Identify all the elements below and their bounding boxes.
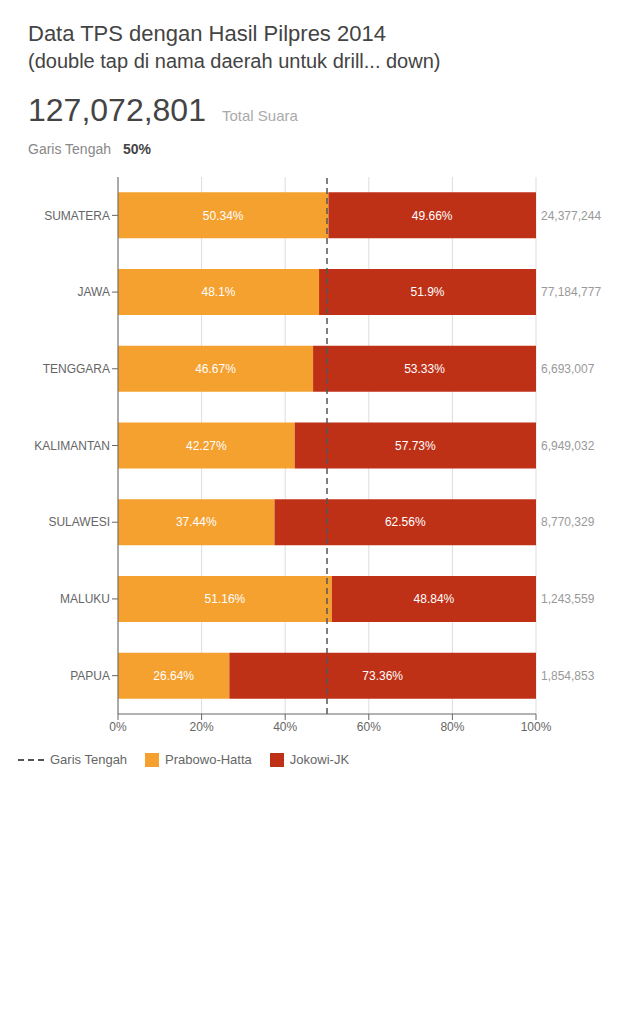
- html-text:Total Suara: Total Suara: [222, 107, 298, 124]
- svg-text:20%: 20%: [190, 720, 214, 734]
- svg-text:TENGGARA: TENGGARA: [43, 362, 110, 376]
- svg-text:48.84%: 48.84%: [414, 592, 455, 606]
- html-text:Garis Tengah: Garis Tengah: [28, 141, 111, 157]
- html-text:(double tap di nama daerah unt: (double tap di nama daerah untuk drill..…: [28, 50, 441, 72]
- svg-text:0%: 0%: [109, 720, 127, 734]
- svg-text:50.34%: 50.34%: [203, 209, 244, 223]
- svg-text:JAWA: JAWA: [78, 285, 110, 299]
- svg-text:80%: 80%: [440, 720, 464, 734]
- svg-text:SUMATERA: SUMATERA: [44, 209, 110, 223]
- html-text:Prabowo-Hatta: Prabowo-Hatta: [165, 752, 252, 767]
- svg-text:40%: 40%: [273, 720, 297, 734]
- svg-text:KALIMANTAN: KALIMANTAN: [34, 439, 110, 453]
- html-text:127,072,801: 127,072,801: [28, 92, 206, 128]
- svg-text:6,949,032: 6,949,032: [541, 439, 595, 453]
- html-text:Garis Tengah: Garis Tengah: [50, 752, 128, 767]
- svg-text:MALUKU: MALUKU: [60, 592, 110, 606]
- svg-text:1,854,853: 1,854,853: [541, 669, 595, 683]
- svg-text:SULAWESI: SULAWESI: [48, 515, 110, 529]
- svg-text:46.67%: 46.67%: [195, 362, 236, 376]
- svg-text:1,243,559: 1,243,559: [541, 592, 595, 606]
- svg-text:51.16%: 51.16%: [205, 592, 246, 606]
- svg-text:6,693,007: 6,693,007: [541, 362, 595, 376]
- svg-text:37.44%: 37.44%: [176, 515, 217, 529]
- html-text:50%: 50%: [122, 141, 151, 157]
- svg-text:53.33%: 53.33%: [404, 362, 445, 376]
- svg-text:49.66%: 49.66%: [412, 209, 453, 223]
- svg-text:8,770,329: 8,770,329: [541, 515, 595, 529]
- svg-text:PAPUA: PAPUA: [70, 669, 110, 683]
- html-text:Jokowi-JK: Jokowi-JK: [289, 752, 350, 767]
- svg-text:77,184,777: 77,184,777: [541, 285, 601, 299]
- svg-text:100%: 100%: [521, 720, 552, 734]
- svg-text:60%: 60%: [357, 720, 381, 734]
- svg-text:51.9%: 51.9%: [411, 285, 445, 299]
- svg-text:24,377,244: 24,377,244: [541, 209, 601, 223]
- svg-text:42.27%: 42.27%: [186, 439, 227, 453]
- svg-text:62.56%: 62.56%: [385, 515, 426, 529]
- svg-text:26.64%: 26.64%: [153, 669, 194, 683]
- svg-text:73.36%: 73.36%: [362, 669, 403, 683]
- html-text:Data TPS dengan Hasil Pilpres: Data TPS dengan Hasil Pilpres 2014: [28, 21, 386, 46]
- svg-text:48.1%: 48.1%: [202, 285, 236, 299]
- svg-text:57.73%: 57.73%: [395, 439, 436, 453]
